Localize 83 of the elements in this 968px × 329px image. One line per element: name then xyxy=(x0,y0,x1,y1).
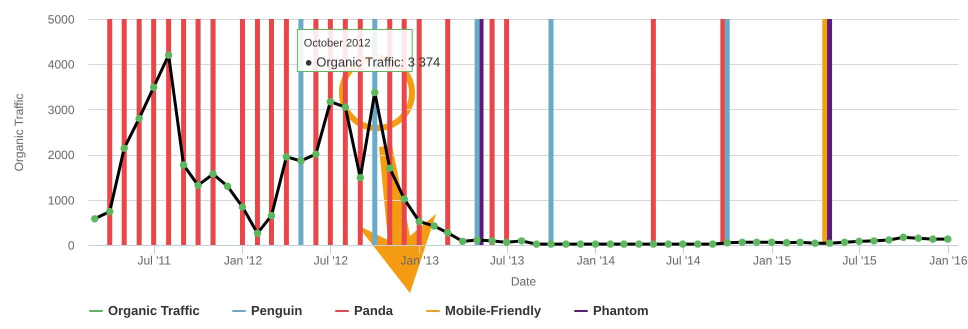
point xyxy=(282,153,290,161)
point xyxy=(430,222,438,230)
point xyxy=(488,237,496,245)
point xyxy=(782,239,790,246)
point xyxy=(400,195,408,203)
point xyxy=(709,240,716,248)
x-tick-label: Jan '15 xyxy=(752,254,792,268)
legend-label: Phantom xyxy=(593,303,649,318)
y-tick-label: 5000 xyxy=(48,12,75,26)
point xyxy=(900,234,908,242)
y-tick-label: 0 xyxy=(68,238,75,252)
point xyxy=(532,240,540,248)
point xyxy=(606,240,614,248)
x-axis-title: Date xyxy=(510,274,536,288)
x-tick-label: Jul '11 xyxy=(137,254,172,268)
point xyxy=(796,238,804,246)
point xyxy=(620,240,628,248)
point xyxy=(106,208,114,216)
point xyxy=(342,103,350,111)
point xyxy=(768,238,776,246)
legend-label: Penguin xyxy=(251,303,302,318)
legend-label: Mobile-Friendly xyxy=(445,303,542,318)
point xyxy=(885,236,893,244)
point xyxy=(268,212,276,220)
y-tick-label: 4000 xyxy=(48,58,75,72)
point xyxy=(120,144,128,152)
y-tick-label: 3000 xyxy=(48,102,75,117)
y-axis-title: Organic Traffic xyxy=(12,94,26,172)
point xyxy=(929,235,937,243)
x-tick-label: Jul '13 xyxy=(490,254,525,268)
point xyxy=(518,237,526,245)
point xyxy=(840,238,848,246)
point xyxy=(635,240,643,248)
point xyxy=(724,239,731,246)
x-tick-label: Jan '14 xyxy=(576,254,616,268)
x-tick-label: Jan '12 xyxy=(224,254,262,268)
point xyxy=(870,237,878,245)
point xyxy=(664,240,672,248)
point xyxy=(415,218,423,226)
point xyxy=(752,238,760,246)
point xyxy=(650,240,658,248)
point xyxy=(576,240,584,248)
x-tick-label: Jan '13 xyxy=(400,254,440,268)
point xyxy=(694,240,702,248)
point xyxy=(371,88,378,96)
x-tick-label: Jan '16 xyxy=(929,254,968,268)
point xyxy=(811,239,819,247)
y-tick-label: 2000 xyxy=(48,148,75,162)
point xyxy=(238,203,246,211)
point xyxy=(592,240,600,248)
x-tick-label: Jul '15 xyxy=(842,254,878,268)
point xyxy=(135,114,143,122)
point xyxy=(254,230,262,237)
legend-label: Panda xyxy=(354,303,394,318)
point xyxy=(679,240,687,248)
point xyxy=(180,161,188,169)
point xyxy=(297,157,305,165)
point xyxy=(194,182,202,190)
point xyxy=(547,240,555,248)
point xyxy=(91,215,98,222)
y-tick-label: 1000 xyxy=(48,193,75,208)
point xyxy=(150,84,158,91)
point xyxy=(473,236,481,244)
point xyxy=(356,174,364,182)
point xyxy=(164,51,172,59)
point xyxy=(562,240,570,248)
point xyxy=(738,238,746,246)
point xyxy=(826,239,834,247)
point xyxy=(855,238,863,246)
annotation: October 2012 xyxy=(304,37,370,50)
x-tick-label: Jul '14 xyxy=(666,254,701,268)
point xyxy=(502,238,510,246)
point xyxy=(224,182,232,190)
x-tick-label: Jul '12 xyxy=(314,254,348,268)
legend-label: Organic Traffic xyxy=(108,303,200,318)
point xyxy=(312,150,320,158)
point xyxy=(914,234,922,242)
point xyxy=(209,170,217,178)
point xyxy=(458,238,466,246)
point xyxy=(444,229,452,236)
point xyxy=(386,164,394,172)
point xyxy=(944,235,952,243)
point xyxy=(326,98,334,106)
